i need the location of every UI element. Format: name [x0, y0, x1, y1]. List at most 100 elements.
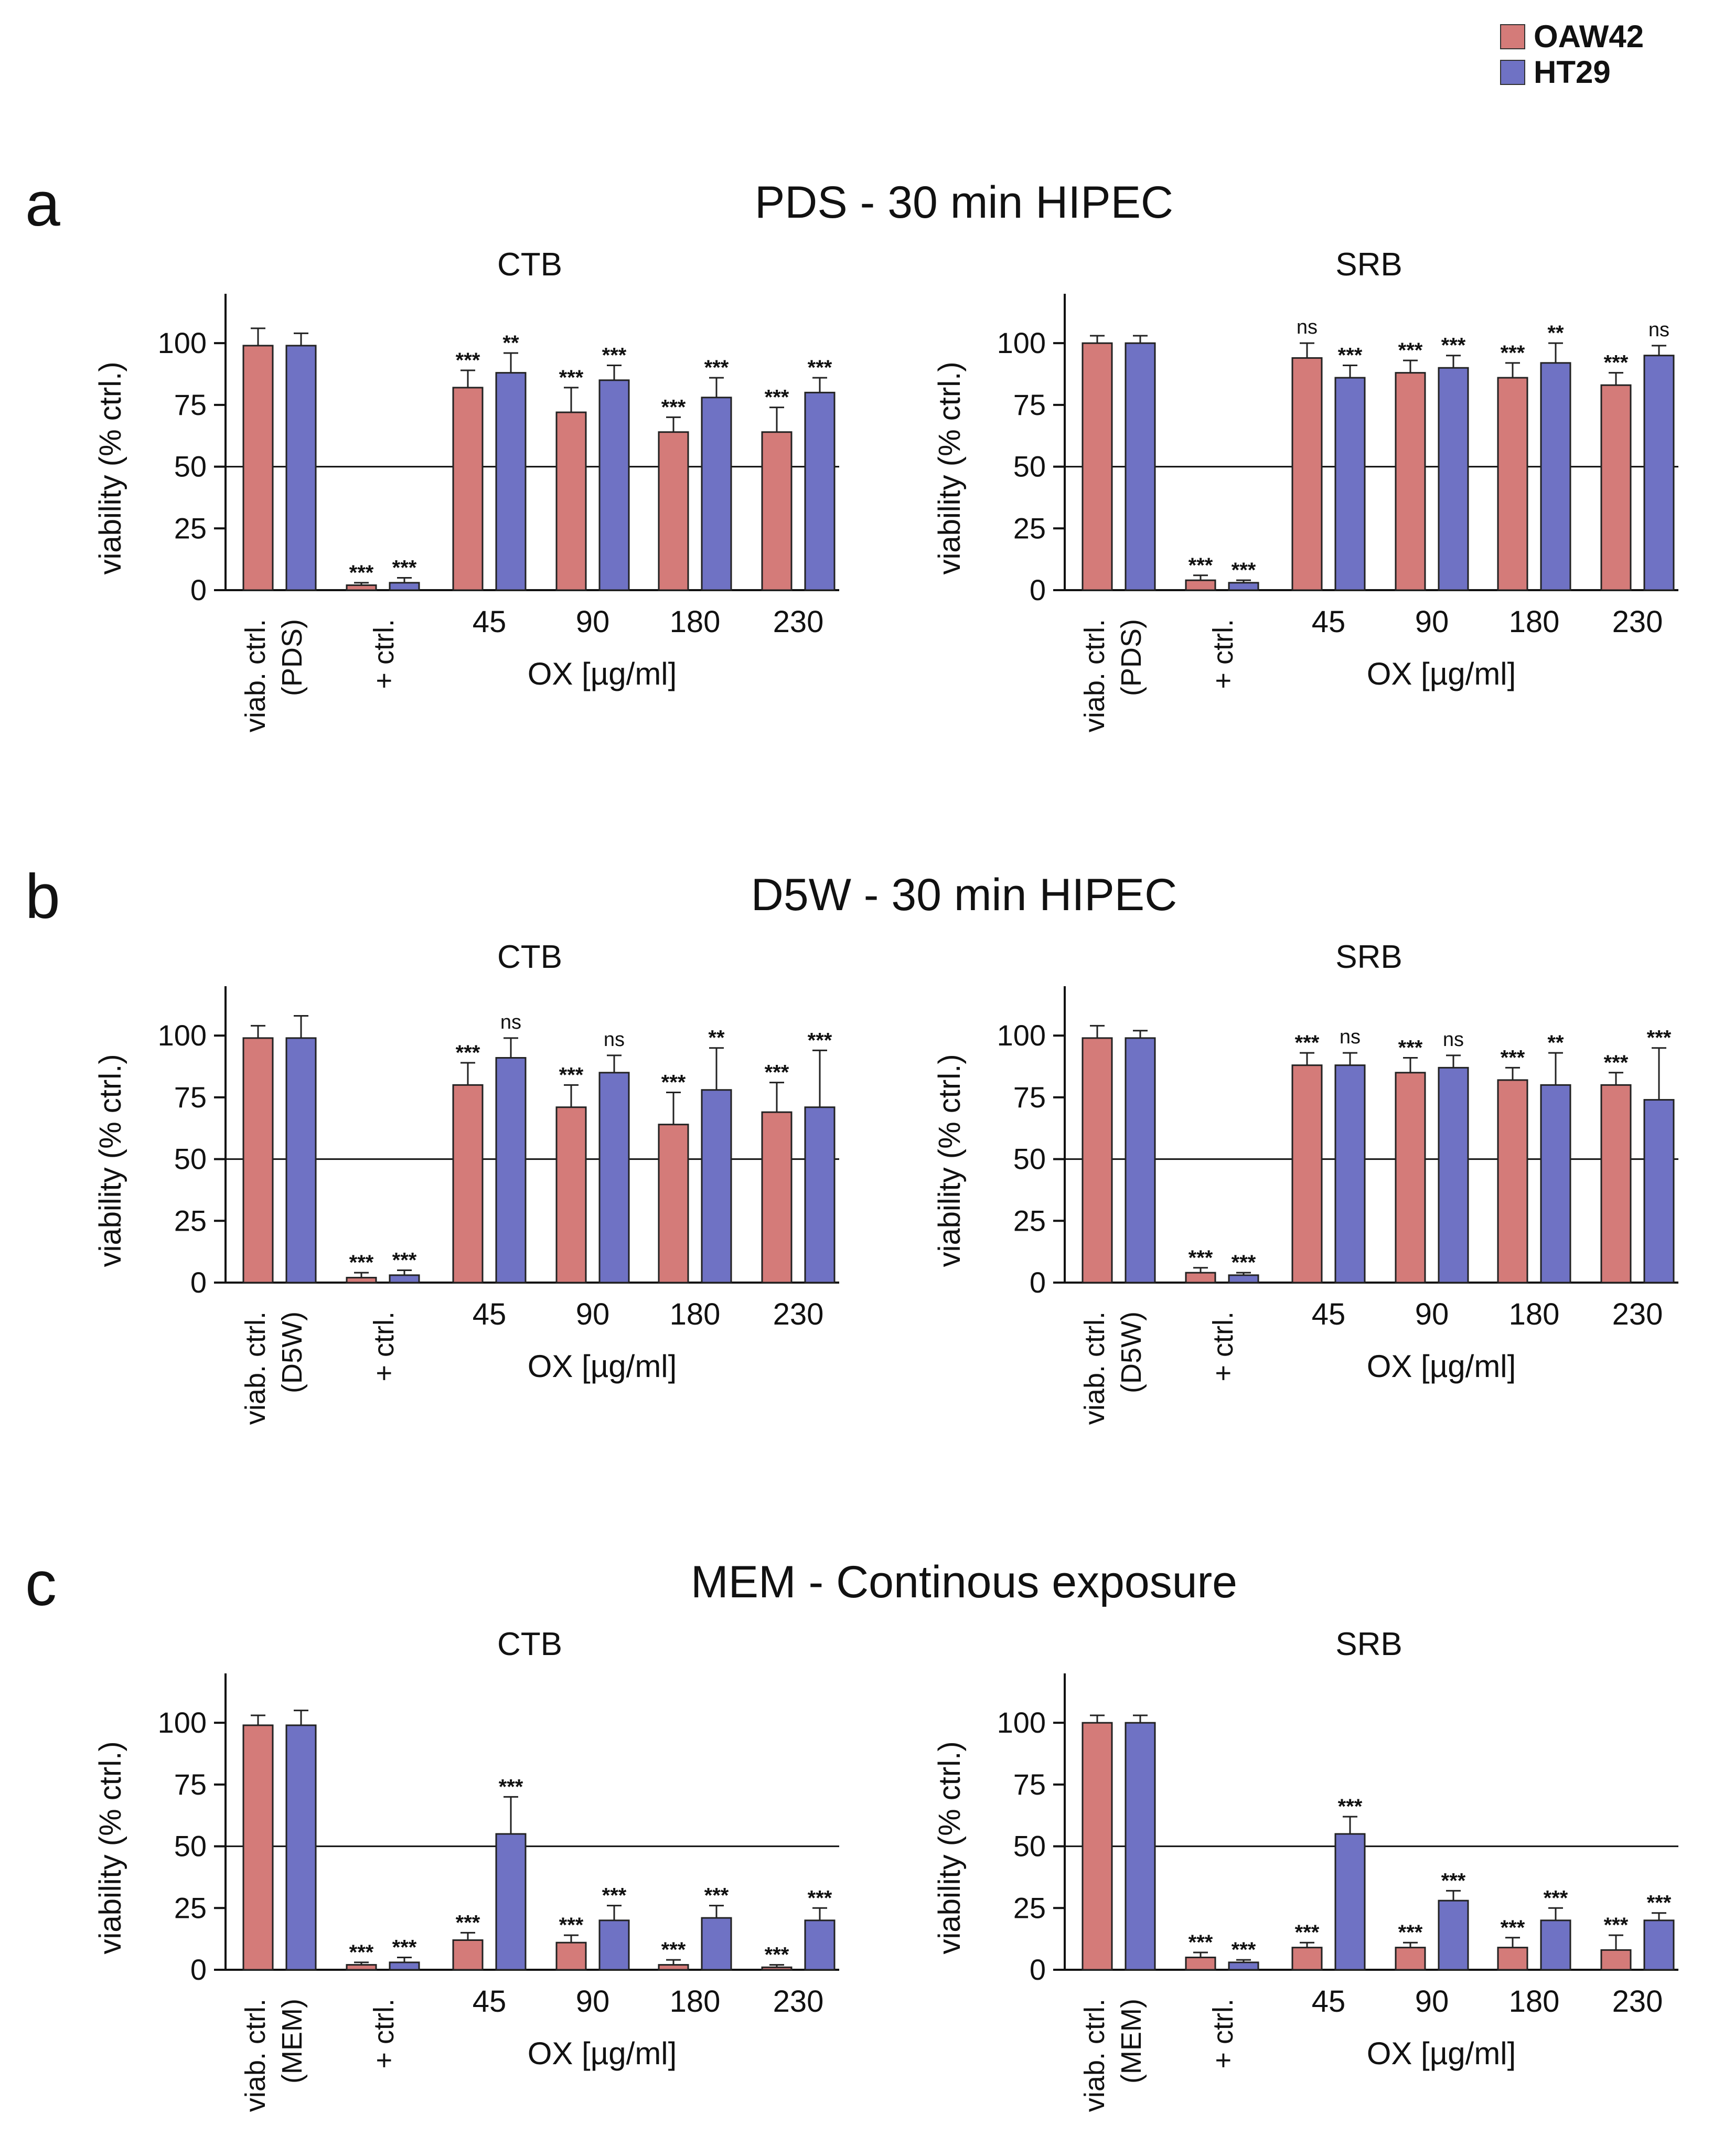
chart-a-ctb-bar-oaw42-5: [761, 431, 793, 591]
chart-a-ctb-significance-oaw42-5: ***: [765, 386, 789, 409]
chart-c-ctb-x-label: OX [µg/ml]: [528, 2036, 677, 2071]
chart-c-srb-x-label: OX [µg/ml]: [1367, 2036, 1516, 2071]
chart-a-srb-significance-ht29-1: ***: [1232, 559, 1256, 582]
chart-b-srb-bar-ht29-4: [1540, 1084, 1571, 1284]
chart-c-ctb-bar-oaw42-2: [452, 1939, 484, 1971]
chart-a-srb-significance-ht29-2: ***: [1338, 344, 1363, 367]
chart-a-srb-bar-ht29-3: [1438, 367, 1469, 591]
chart-a-ctb-x-label-positive-control: + ctrl.: [368, 619, 400, 689]
chart-c-ctb-y-tick-label: 25: [174, 1891, 207, 1924]
chart-a-srb-bar-oaw42-2: [1291, 357, 1323, 591]
chart-c-srb-significance-oaw42-2: ***: [1295, 1921, 1320, 1944]
chart-a-srb-significance-ht29-3: ***: [1441, 334, 1466, 357]
chart-a-ctb-bar-ht29-1: [389, 582, 420, 591]
chart-a-ctb-x-label-viability-control: viab. ctrl.: [240, 619, 271, 732]
chart-b-ctb-bar-ht29-4: [701, 1089, 732, 1284]
chart-b-srb-bar-ht29-2: [1334, 1064, 1366, 1284]
chart-c-ctb-bar-ht29-2: [495, 1833, 527, 1971]
chart-a-ctb-x-tick-label-90: 90: [576, 605, 610, 639]
chart-b-ctb-significance-ht29-5: ***: [808, 1029, 832, 1052]
chart-b-srb-significance-oaw42-1: ***: [1189, 1246, 1213, 1269]
chart-c-srb-bar-ht29-5: [1643, 1919, 1675, 1971]
panel-title-a: PDS - 30 min HIPEC: [755, 177, 1173, 228]
chart-a-ctb-bar-oaw42-4: [658, 431, 689, 591]
chart-b-ctb-x-tick-label-230: 230: [773, 1297, 824, 1331]
chart-b-srb-x-tick-label-230: 230: [1612, 1297, 1663, 1331]
chart-c-srb-bar-oaw42-4: [1497, 1947, 1528, 1971]
chart-c-ctb-significance-ht29-3: ***: [602, 1884, 627, 1907]
chart-c-srb-significance-oaw42-1: ***: [1189, 1931, 1213, 1954]
chart-a-srb-x-label-viability-control: viab. ctrl.: [1079, 619, 1110, 732]
chart-a-srb: SRB 0 25 50 75 100 viability (% ctrl.) viab. ct…: [933, 247, 1678, 732]
chart-c-ctb-bar-oaw42-4: [658, 1964, 689, 1971]
chart-b-ctb-y-tick-label: 75: [174, 1081, 207, 1114]
chart-b-ctb-x-label-positive-control: + ctrl.: [368, 1311, 400, 1382]
chart-b-srb-significance-ht29-3: ns: [1443, 1029, 1464, 1051]
chart-b-srb-bar-oaw42-4: [1497, 1079, 1528, 1284]
chart-c-ctb-significance-ht29-5: ***: [808, 1886, 832, 1909]
chart-b-ctb-significance-oaw42-5: ***: [765, 1061, 789, 1084]
chart-b-srb-title: SRB: [1335, 939, 1402, 975]
chart-a-srb-bar-ht29-2: [1334, 377, 1366, 591]
chart-a-ctb-y-tick-label: 25: [174, 511, 207, 545]
chart-b-srb-x-label-positive-control: + ctrl.: [1207, 1311, 1239, 1382]
chart-b-srb-y-tick-label: 0: [1030, 1266, 1046, 1299]
chart-b-ctb-y-tick-label: 0: [190, 1266, 207, 1299]
chart-a-srb-bar-oaw42-1: [1185, 579, 1216, 591]
chart-a-ctb-x-tick-label-45: 45: [473, 605, 507, 639]
chart-c-ctb-significance-oaw42-2: ***: [456, 1911, 480, 1934]
legend-label-ht29: HT29: [1534, 55, 1611, 90]
chart-b-ctb-significance-oaw42-1: ***: [349, 1251, 374, 1274]
chart-a-ctb-bar-oaw42-2: [452, 387, 484, 591]
chart-c-ctb-title: CTB: [497, 1626, 562, 1662]
chart-b-srb-x-label: OX [µg/ml]: [1367, 1349, 1516, 1384]
chart-c-srb-bar-oaw42-2: [1291, 1947, 1323, 1971]
chart-a-ctb-significance-oaw42-4: ***: [661, 396, 686, 419]
chart-c-srb-y-tick-label: 0: [1030, 1953, 1046, 1986]
chart-b-srb-significance-oaw42-5: ***: [1604, 1051, 1629, 1074]
chart-a-srb-x-tick-label-180: 180: [1509, 605, 1560, 639]
chart-c-ctb-bar-oaw42-5: [761, 1966, 793, 1971]
chart-b-srb-y-tick-label: 75: [1013, 1081, 1046, 1114]
chart-c-ctb-bar-oaw42-0: [242, 1724, 274, 1971]
chart-a-ctb-significance-oaw42-3: ***: [559, 366, 584, 389]
chart-a-ctb-title: CTB: [497, 247, 562, 283]
chart-b-ctb-significance-oaw42-3: ***: [559, 1063, 584, 1086]
chart-b-ctb-significance-oaw42-4: ***: [661, 1071, 686, 1094]
chart-b-srb-bar-ht29-5: [1643, 1099, 1675, 1284]
chart-c-srb-x-tick-label-90: 90: [1415, 1984, 1449, 2019]
legend-swatch-oaw42: [1500, 24, 1525, 49]
chart-c-ctb-bar-ht29-5: [804, 1919, 836, 1971]
chart-c-ctb-x-tick-label-230: 230: [773, 1984, 824, 2019]
chart-a-ctb-y-tick-label: 50: [174, 450, 207, 483]
chart-c-ctb: CTB 0 25 50 75 100 viability (% ctrl.) viab. ct…: [93, 1626, 839, 2112]
chart-c-srb-x-tick-label-230: 230: [1612, 1984, 1663, 2019]
chart-a-srb-x-label-positive-control: + ctrl.: [1207, 619, 1239, 689]
chart-b-srb-x-label-viability-control: viab. ctrl.: [1079, 1311, 1110, 1425]
chart-b-ctb-y-tick-label: 50: [174, 1143, 207, 1176]
chart-b-ctb-bar-ht29-0: [285, 1037, 317, 1284]
chart-b-srb-y-tick-label: 100: [997, 1019, 1046, 1052]
chart-c-ctb-bar-ht29-4: [701, 1917, 732, 1971]
legend-swatch-ht29: [1500, 60, 1525, 85]
chart-c-ctb-x-tick-label-180: 180: [670, 1984, 721, 2019]
chart-a-ctb-y-tick-label: 100: [158, 326, 207, 359]
legend-item-ht29: HT29: [1500, 55, 1644, 90]
chart-c-ctb-significance-ht29-4: ***: [704, 1884, 729, 1907]
chart-c-srb-y-tick-label: 50: [1013, 1830, 1046, 1863]
chart-a-srb-significance-ht29-5: ns: [1648, 319, 1669, 341]
chart-c-ctb-x-label-positive-control: + ctrl.: [368, 1999, 400, 2069]
chart-c-ctb-y-label: viability (% ctrl.): [93, 1741, 127, 1954]
chart-c-ctb-x-tick-label-90: 90: [576, 1984, 610, 2019]
chart-b-srb-significance-ht29-4: **: [1547, 1031, 1564, 1054]
chart-b-ctb-bar-ht29-5: [804, 1106, 836, 1284]
chart-b-ctb-significance-ht29-2: ns: [500, 1011, 521, 1033]
chart-b-ctb-bar-ht29-2: [495, 1057, 527, 1284]
chart-b-ctb-bar-oaw42-5: [761, 1111, 793, 1284]
chart-a-ctb-significance-ht29-3: ***: [602, 344, 627, 367]
chart-c-srb-x-label-positive-control: + ctrl.: [1207, 1999, 1239, 2069]
chart-a-srb-bar-ht29-0: [1125, 342, 1156, 591]
chart-c-ctb-significance-oaw42-1: ***: [349, 1941, 374, 1964]
chart-c-ctb-x-label-viability-control: viab. ctrl.: [240, 1999, 271, 2112]
